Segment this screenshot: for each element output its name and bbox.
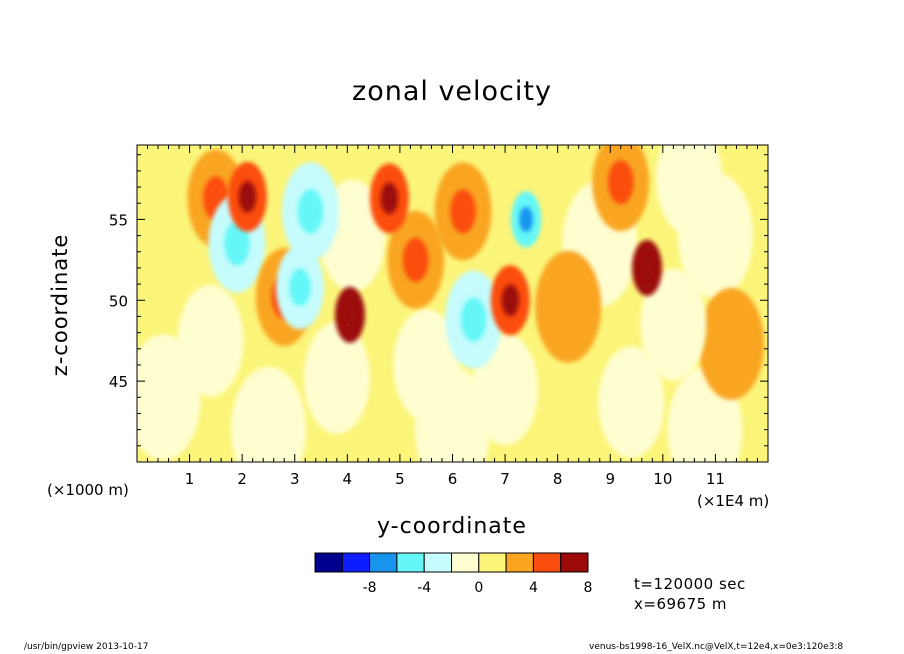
field-feature xyxy=(230,366,306,462)
colorbar-tick-label: 4 xyxy=(529,580,538,596)
x-tick-label: 1 xyxy=(185,470,195,488)
colorbar-swatch xyxy=(451,552,480,573)
x-unit-note: (×1E4 m) xyxy=(697,492,770,510)
x-axis: 1 2 3 4 5 6 7 8 9 10 11 xyxy=(136,145,769,488)
field-feature-core xyxy=(297,189,324,234)
colorbar-swatch xyxy=(505,552,534,573)
x-tick-label: 4 xyxy=(343,470,353,488)
colorbar-tick-label: -4 xyxy=(417,580,431,596)
colorbar-tick-label: -8 xyxy=(363,580,377,596)
field-feature xyxy=(698,287,765,400)
y-tick-label: 55 xyxy=(109,211,128,229)
field-feature xyxy=(656,145,723,235)
x-tick-label: 6 xyxy=(448,470,458,488)
y-unit-note: (×1000 m) xyxy=(47,481,129,499)
x-tick-label: 10 xyxy=(653,470,672,488)
y-axis-label: z-coordinate xyxy=(48,233,72,377)
x-tick-label: 9 xyxy=(605,470,615,488)
field-feature-core xyxy=(640,255,654,281)
x-tick-label: 3 xyxy=(290,470,300,488)
field-feature-core xyxy=(607,160,634,205)
x-tick-label: 5 xyxy=(395,470,405,488)
field-feature-core xyxy=(224,221,250,266)
y-tick-label: 50 xyxy=(109,292,128,310)
x-tick-label: 11 xyxy=(706,470,725,488)
field-feature xyxy=(598,346,665,459)
x-tick-label: 2 xyxy=(237,470,247,488)
colorbar-tick-label: 8 xyxy=(584,580,593,596)
field-feature xyxy=(535,250,602,363)
colorbar-swatch xyxy=(314,552,343,573)
field-feature xyxy=(177,284,244,397)
colorbar-swatch xyxy=(369,552,398,573)
velocity-field xyxy=(137,145,768,462)
footer-left: /usr/bin/gpview 2013-10-17 xyxy=(24,642,149,652)
y-tick-label: 45 xyxy=(109,373,128,391)
y-axis: 45 50 55 xyxy=(109,154,768,463)
field-feature-core xyxy=(402,237,429,282)
field-feature-core xyxy=(289,268,311,307)
colorbar-swatch xyxy=(560,552,589,573)
field-feature-core xyxy=(343,302,357,328)
colorbar-swatch xyxy=(478,552,507,573)
field-feature xyxy=(303,321,370,434)
position-info: x=69675 m xyxy=(634,595,728,613)
field-feature-core xyxy=(450,189,476,234)
colorbar-swatch xyxy=(423,552,453,573)
colorbar: -8 -4 0 4 8 xyxy=(314,552,593,596)
field-feature xyxy=(137,237,191,364)
colorbar-swatch xyxy=(341,552,371,573)
field-feature-core xyxy=(501,284,520,317)
chart-title: zonal velocity xyxy=(352,76,552,107)
time-info: t=120000 sec xyxy=(634,575,746,593)
field-feature-core xyxy=(238,181,257,213)
x-tick-label: 7 xyxy=(500,470,510,488)
colorbar-swatch xyxy=(532,552,562,573)
field-feature xyxy=(640,268,707,381)
field-feature-core xyxy=(519,206,533,232)
footer-right: venus-bs1998-16_VelX.nc@VelX,t=12e4,x=0e… xyxy=(589,642,844,652)
colorbar-tick-label: 0 xyxy=(474,580,483,596)
field-feature-core xyxy=(460,297,487,342)
x-tick-label: 8 xyxy=(553,470,563,488)
field-feature xyxy=(393,308,460,421)
x-axis-label: y-coordinate xyxy=(377,514,527,539)
field-feature-core xyxy=(380,182,399,215)
colorbar-swatch xyxy=(396,552,425,573)
